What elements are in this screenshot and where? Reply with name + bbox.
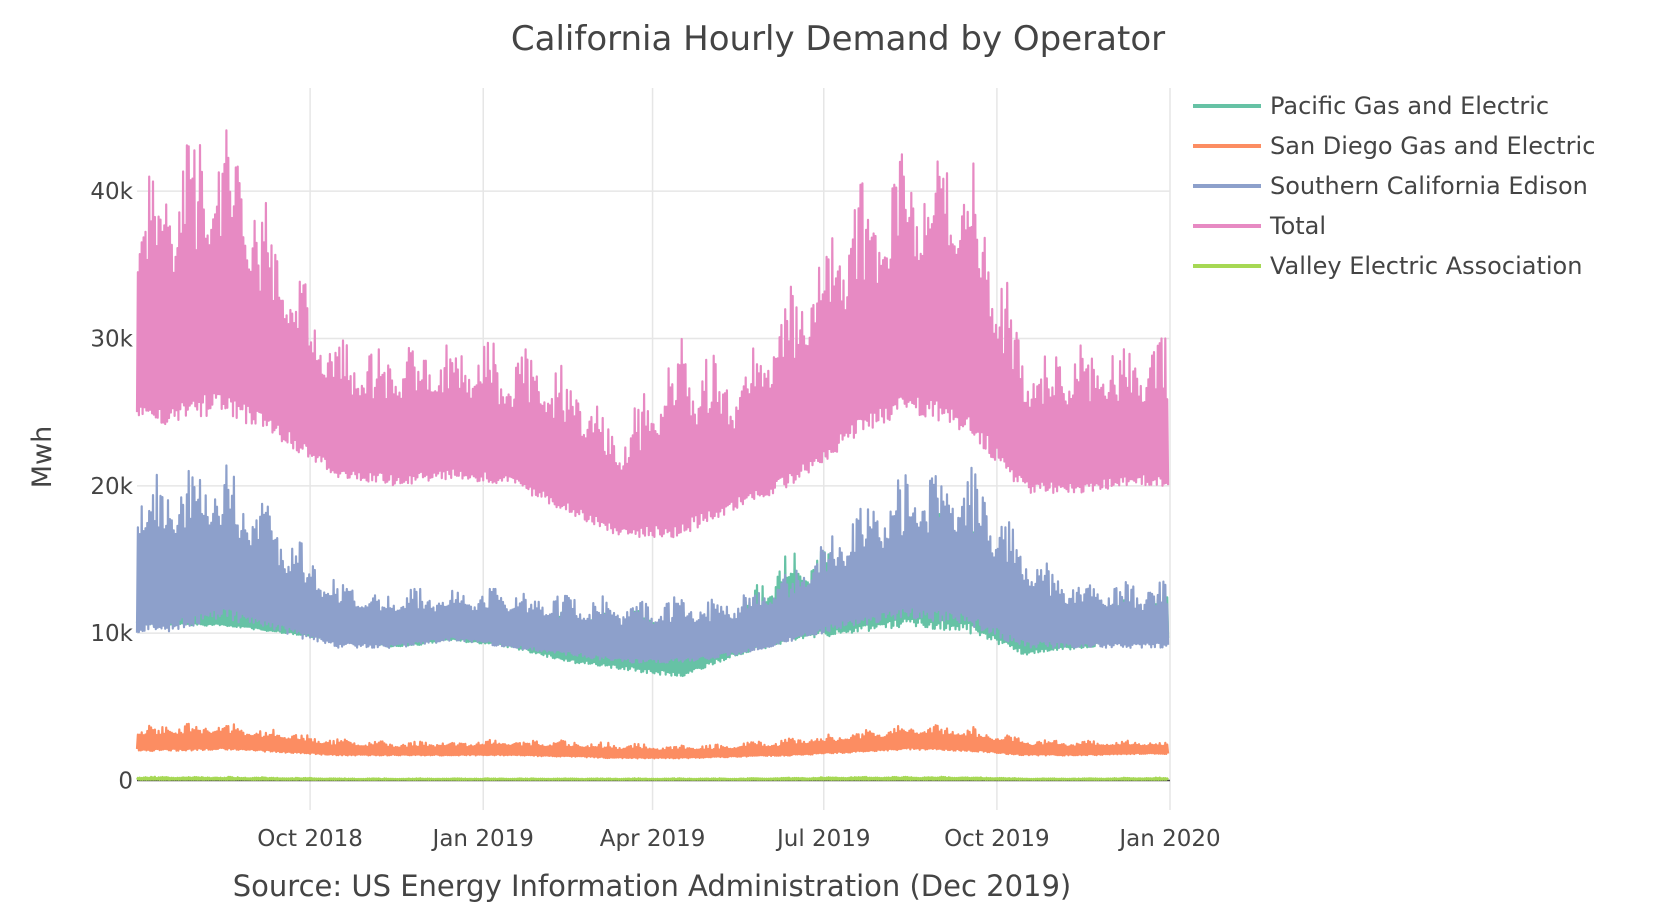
x-axis-ticks: Oct 2018 Jan 2019 Apr 2019 Jul 2019 Oct 2019… [257, 826, 1220, 852]
y-tick-label: 10k [90, 621, 133, 647]
source-note: Source: US Energy Information Administra… [233, 869, 1071, 903]
y-axis-title: Mwh [27, 426, 58, 489]
chart-title: California Hourly Demand by Operator [511, 19, 1165, 59]
x-tick-label: Jan 2020 [1117, 826, 1220, 852]
x-tick-label: Oct 2018 [257, 826, 363, 852]
legend-label-southern-california-edison: Southern California Edison [1270, 172, 1588, 200]
y-tick-label: 40k [90, 179, 133, 205]
series-line-total [135, 129, 1170, 539]
series-layer [135, 129, 1170, 781]
series-line-valley-electric-association [136, 775, 1169, 781]
x-tick-label: Oct 2019 [944, 826, 1050, 852]
x-tick-label: Jul 2019 [775, 826, 871, 852]
series-line-san-diego-gas-and-electric [135, 722, 1170, 760]
y-tick-label: 20k [90, 474, 133, 500]
legend-label-total: Total [1269, 212, 1326, 240]
legend-label-san-diego-gas-and-electric: San Diego Gas and Electric [1270, 132, 1595, 160]
legend-label-pacific-gas-and-electric: Pacific Gas and Electric [1270, 92, 1549, 120]
y-tick-label: 0 [118, 769, 133, 795]
legend: Pacific Gas and Electric San Diego Gas an… [1193, 92, 1595, 280]
series-line-southern-california-edison [135, 464, 1170, 664]
x-tick-label: Jan 2019 [431, 826, 534, 852]
x-tick-label: Apr 2019 [600, 826, 706, 852]
legend-label-valley-electric-association: Valley Electric Association [1270, 252, 1582, 280]
y-tick-label: 30k [90, 326, 133, 352]
y-axis-ticks: 0 10k 20k 30k 40k [90, 179, 133, 794]
